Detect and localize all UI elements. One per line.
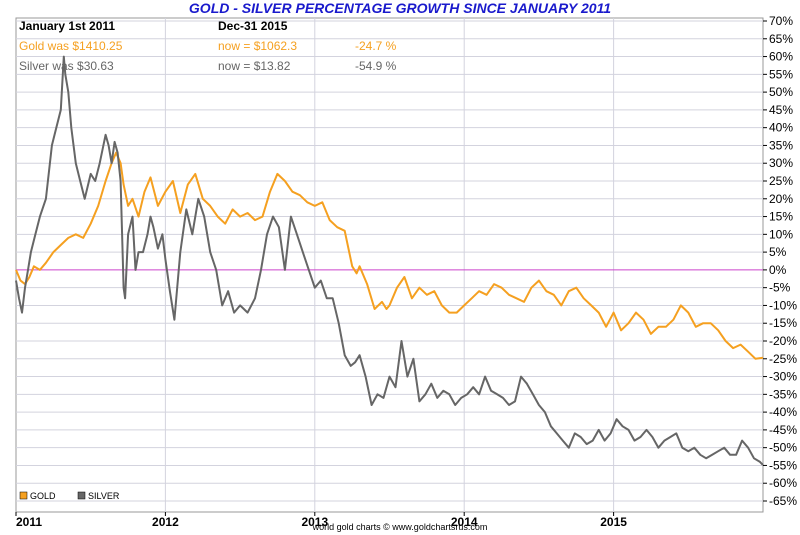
header-silver-start: Silver was $30.63 (19, 59, 114, 73)
y-tick-label: -60% (769, 476, 797, 490)
y-tick-label: -65% (769, 494, 797, 508)
header-silver-now: now = $13.82 (218, 59, 291, 73)
y-tick-label: -30% (769, 370, 797, 384)
y-tick-label: -25% (769, 352, 797, 366)
y-tick-label: 60% (769, 50, 793, 64)
series-line-silver (15, 55, 764, 466)
header-start-label: January 1st 2011 (19, 19, 115, 33)
legend-gold-label: GOLD (30, 491, 56, 501)
x-tick-label: 2013 (301, 515, 328, 529)
y-tick-label: -40% (769, 405, 797, 419)
y-tick-label: 40% (769, 121, 793, 135)
y-tick-label: -5% (769, 281, 791, 295)
x-gridlines (164, 18, 615, 512)
y-tick-label: -45% (769, 423, 797, 437)
y-tick-label: 55% (769, 67, 793, 81)
y-tick-label: 30% (769, 156, 793, 170)
x-tick-label: 2011 (16, 515, 42, 529)
x-tick-label: 2014 (451, 515, 478, 529)
series-lines (15, 55, 764, 466)
y-tick-label: -50% (769, 441, 797, 455)
y-tick-label: 45% (769, 103, 793, 117)
legend-gold-swatch (19, 491, 28, 500)
y-tick-label: 35% (769, 138, 793, 152)
y-tick-label: -10% (769, 298, 797, 312)
y-tick-labels: 70% 65% 60% 55% 50% 45% 40% 35% 30% 25% 20% 15% 10% 5… (763, 14, 797, 508)
legend: GOLD SILVER (19, 491, 120, 501)
y-tick-label: -55% (769, 458, 797, 472)
y-tick-label: 25% (769, 174, 793, 188)
y-tick-label: 5% (769, 245, 787, 259)
y-tick-label: 65% (769, 32, 793, 46)
x-tick-labels: 2011 2012 2013 2014 2015 (15, 512, 627, 529)
legend-silver-swatch (77, 491, 86, 500)
header-gold-now: now = $1062.3 (218, 39, 297, 53)
header-gold-change: -24.7 % (355, 39, 397, 53)
x-tick-label: 2012 (152, 515, 179, 529)
credit-text: world gold charts © www.goldchartsrus.co… (312, 522, 488, 532)
header-gold-start: Gold was $1410.25 (19, 39, 123, 53)
header-silver-change: -54.9 % (355, 59, 397, 73)
series-line-gold (15, 151, 764, 360)
y-tick-label: 0% (769, 263, 787, 277)
chart-title: GOLD - SILVER PERCENTAGE GROWTH SINCE JA… (189, 0, 611, 16)
y-tick-label: 10% (769, 227, 793, 241)
y-tick-label: 15% (769, 210, 793, 224)
legend-silver-label: SILVER (88, 491, 120, 501)
y-tick-label: -15% (769, 316, 797, 330)
y-tick-label: 20% (769, 192, 793, 206)
y-tick-label: -35% (769, 387, 797, 401)
header-end-label: Dec-31 2015 (218, 19, 288, 33)
y-tick-label: 50% (769, 85, 793, 99)
y-tick-label: -20% (769, 334, 797, 348)
y-tick-label: 70% (769, 14, 793, 28)
x-tick-label: 2015 (600, 515, 627, 529)
